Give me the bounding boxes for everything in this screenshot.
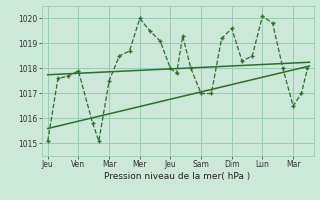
X-axis label: Pression niveau de la mer( hPa ): Pression niveau de la mer( hPa ) bbox=[104, 172, 251, 181]
